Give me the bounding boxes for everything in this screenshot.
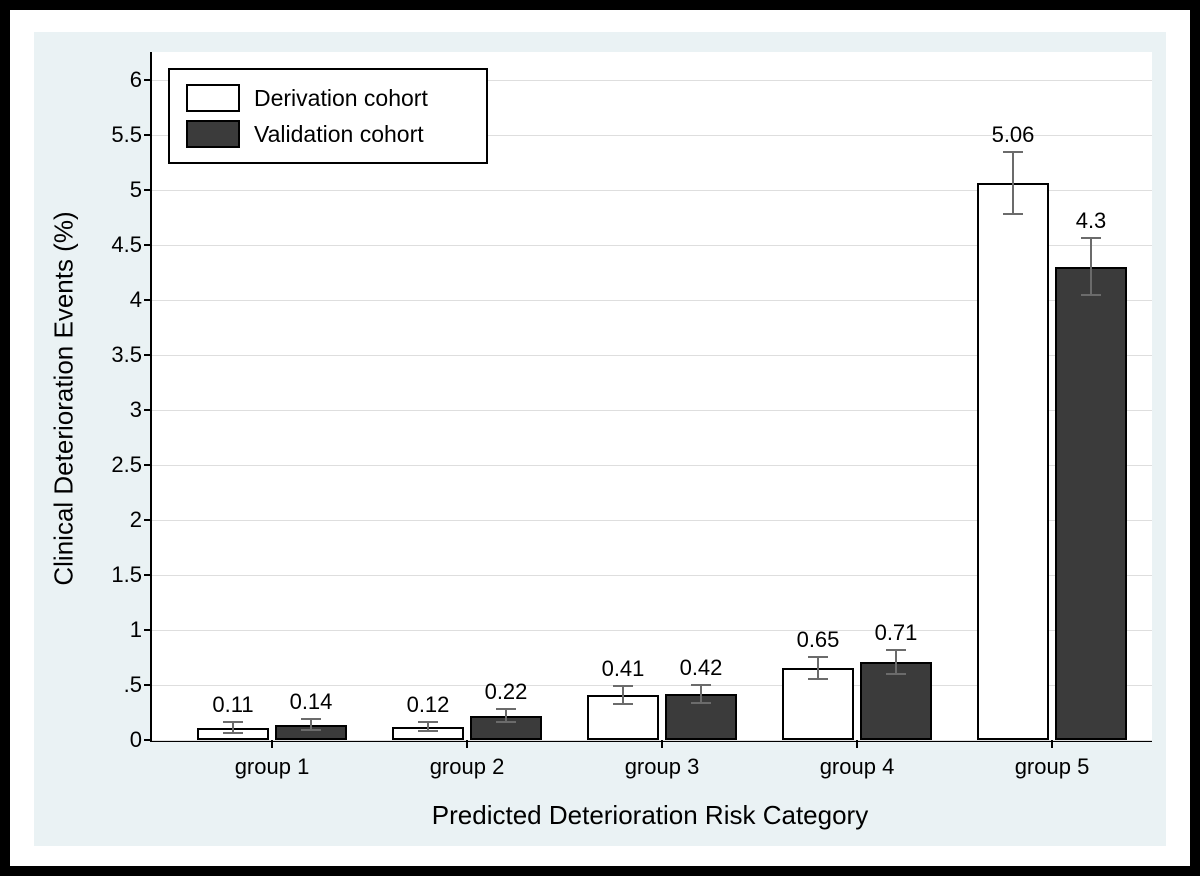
ytick-label: 3.5 [111,342,152,368]
errorbar-line [1012,152,1014,214]
ytick-label: 3 [130,397,152,423]
errorbar-cap [691,702,711,704]
errorbar-line [700,685,702,703]
y-axis-label: Clinical Deterioration Events (%) [49,199,80,599]
bar [1055,267,1127,740]
xtick-label: group 5 [1015,740,1090,780]
errorbar-cap [1003,213,1023,215]
ytick-label: 4.5 [111,232,152,258]
ytick-label: .5 [124,672,152,698]
errorbar-cap [418,730,438,732]
chart-frame: 0 .5 1 1.5 2 2.5 3 3.5 4 4.5 5 5.5 6 group 1 0.11 0.14 g… [0,0,1200,876]
ytick-label: 5 [130,177,152,203]
bar-value-label: 5.06 [992,122,1035,148]
bar-value-label: 0.42 [680,655,723,681]
bar-value-label: 0.11 [212,692,253,718]
errorbar-line [1090,238,1092,295]
ytick-label: 2 [130,507,152,533]
legend-row: Validation cohort [186,116,470,152]
xtick-label: group 3 [625,740,700,780]
errorbar-cap [613,685,633,687]
errorbar-line [895,650,897,674]
errorbar-cap [1081,237,1101,239]
errorbar-cap [496,721,516,723]
bar [977,183,1049,740]
errorbar-cap [496,708,516,710]
ytick-label: 4 [130,287,152,313]
errorbar-cap [223,732,243,734]
errorbar-cap [886,673,906,675]
bar-value-label: 0.41 [602,656,645,682]
errorbar-cap [418,721,438,723]
errorbar-cap [1003,151,1023,153]
errorbar-line [622,686,624,704]
legend-label: Validation cohort [254,121,424,148]
errorbar-cap [886,649,906,651]
bar-value-label: 0.14 [290,689,333,715]
ytick-label: 6 [130,67,152,93]
xtick-label: group 2 [430,740,505,780]
ytick-label: 1 [130,617,152,643]
errorbar-cap [223,721,243,723]
bar-value-label: 0.71 [875,620,918,646]
bar-value-label: 0.12 [407,692,450,718]
ytick-label: 0 [130,727,152,753]
legend-swatch [186,84,240,112]
legend-row: Derivation cohort [186,80,470,116]
errorbar-cap [808,656,828,658]
errorbar-line [817,657,819,679]
bar-value-label: 4.3 [1076,208,1107,234]
errorbar-cap [301,718,321,720]
ytick-label: 1.5 [111,562,152,588]
xtick-label: group 1 [235,740,310,780]
legend-label: Derivation cohort [254,85,428,112]
errorbar-cap [691,684,711,686]
xtick-label: group 4 [820,740,895,780]
legend-swatch [186,120,240,148]
ytick-label: 5.5 [111,122,152,148]
bar-value-label: 0.65 [797,627,840,653]
errorbar-cap [1081,294,1101,296]
errorbar-cap [808,678,828,680]
ytick-label: 2.5 [111,452,152,478]
errorbar-cap [613,703,633,705]
errorbar-cap [301,729,321,731]
x-axis-label: Predicted Deterioration Risk Category [432,800,868,831]
legend: Derivation cohort Validation cohort [168,68,488,164]
bar-value-label: 0.22 [485,679,528,705]
